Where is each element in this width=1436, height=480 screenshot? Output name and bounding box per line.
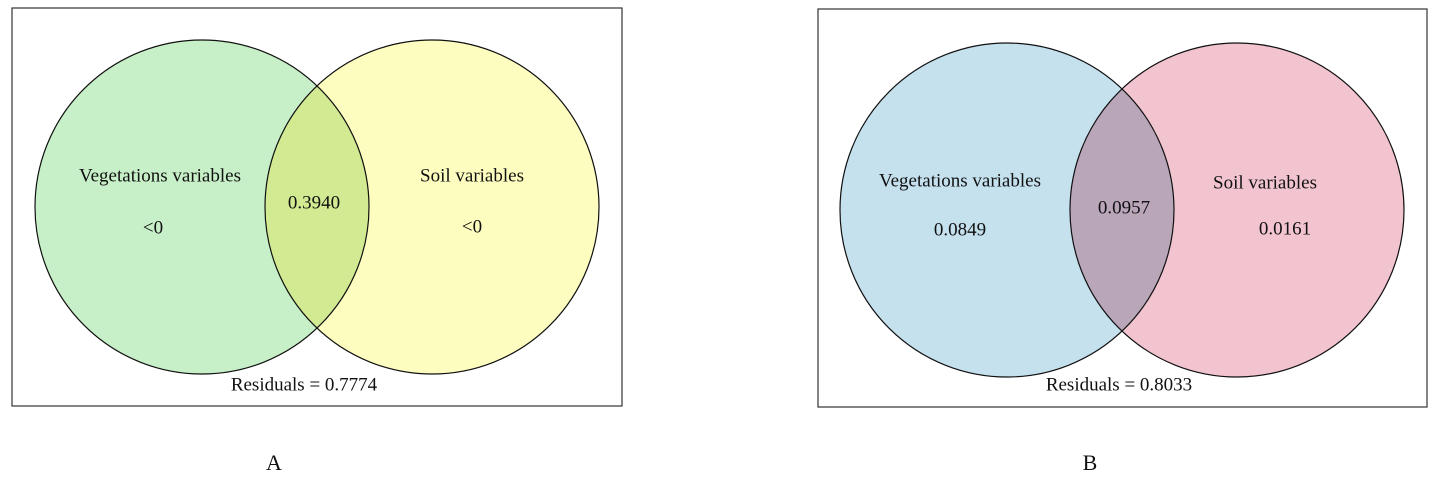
right-outline (264, 39, 600, 375)
left-outline (839, 42, 1175, 378)
venn-panel: Vegetations variables 0.0849 0.0957 Soil va… (817, 8, 1428, 475)
residuals: Residuals = 0.8033 (1046, 374, 1192, 395)
overlap-value: 0.3940 (288, 192, 340, 213)
panel-label: B (1083, 450, 1098, 475)
right-set-name: Soil variables (1213, 172, 1317, 193)
right-set-value: 0.0161 (1259, 218, 1311, 239)
left-set-value: 0.0849 (934, 219, 986, 240)
left-outline (34, 39, 370, 375)
left-set (35, 40, 369, 374)
right-set-name: Soil variables (420, 165, 524, 186)
right-set-value: <0 (462, 216, 482, 237)
left-set-value: <0 (143, 217, 163, 238)
panel-label: A (266, 450, 282, 475)
left-set (840, 43, 1174, 377)
residuals: Residuals = 0.7774 (231, 374, 378, 395)
right-set (1070, 43, 1404, 377)
right-set (265, 40, 599, 374)
left-set-name: Vegetations variables (879, 170, 1041, 191)
right-outline (1069, 42, 1405, 378)
venn-panel: Vegetations variables <0 0.3940 Soil variab… (11, 7, 623, 475)
overlap-value: 0.0957 (1098, 197, 1150, 218)
left-set-name: Vegetations variables (79, 165, 241, 186)
